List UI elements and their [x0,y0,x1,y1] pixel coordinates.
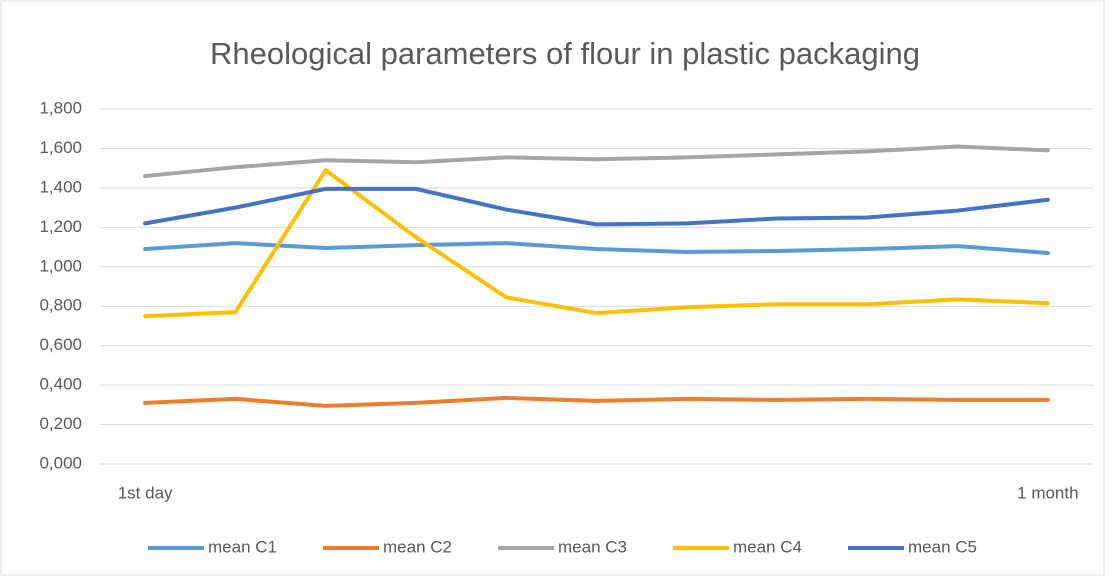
y-tick-label: 1,000 [39,256,82,275]
line-series [143,144,1050,179]
line-series [143,241,1050,255]
legend-label: mean C2 [383,537,452,556]
y-tick-label: 1,200 [39,217,82,236]
legend-label: mean C1 [208,537,277,556]
legend-label: mean C3 [558,537,627,556]
y-tick-label: 1,800 [39,98,82,117]
x-tick-label: 1 month [1017,483,1078,502]
chart-title: Rheological parameters of flour in plast… [210,36,920,71]
line-series [143,168,1050,319]
y-tick-label: 1,400 [39,177,82,196]
y-tick-label: 1,600 [39,138,82,157]
x-tick-label: 1st day [118,483,173,502]
y-tick-label: 0,400 [39,375,82,394]
legend-label: mean C4 [733,537,802,556]
line-series [143,395,1050,408]
line-series [143,186,1050,227]
y-tick-label: 0,000 [39,453,82,472]
y-tick-label: 0,200 [39,414,82,433]
y-tick-label: 0,800 [39,296,82,315]
y-tick-label: 0,600 [39,335,82,354]
legend-label: mean C5 [908,537,977,556]
